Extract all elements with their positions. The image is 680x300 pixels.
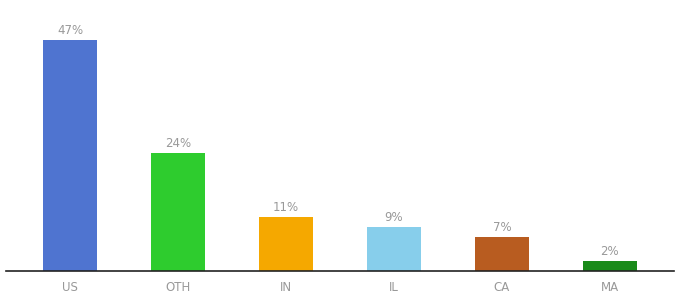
Text: 9%: 9% [385,211,403,224]
Bar [475,237,529,271]
Text: 2%: 2% [600,245,619,258]
Bar [583,261,636,271]
Text: 47%: 47% [57,24,84,37]
Bar [367,227,421,271]
Bar [151,153,205,271]
Text: 7%: 7% [492,221,511,234]
Text: 11%: 11% [273,201,299,214]
Text: 24%: 24% [165,137,191,150]
Bar [44,40,97,271]
Bar [259,217,313,271]
